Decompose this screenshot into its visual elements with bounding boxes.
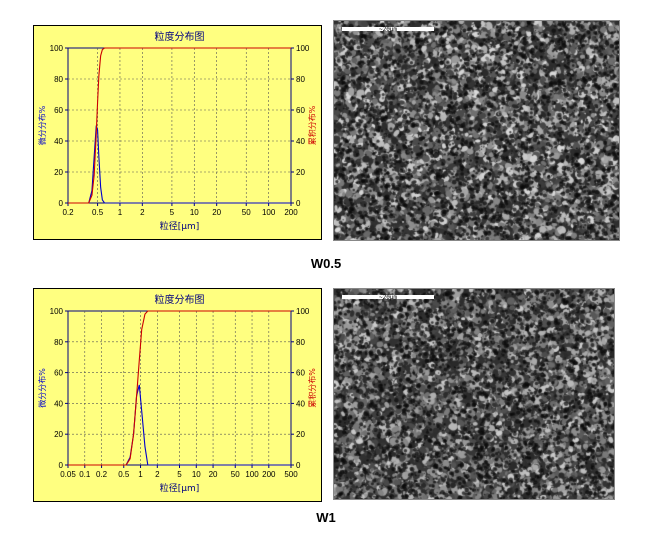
caption-w05: W0.5	[310, 256, 342, 271]
plot-area	[67, 47, 292, 204]
y-tick-label-left: 100	[50, 44, 64, 53]
x-tick-label: 0.05	[60, 470, 76, 479]
y-tick-label-left: 100	[50, 307, 64, 316]
x-tick-label: 0.5	[118, 470, 130, 479]
x-tick-label: 10	[192, 470, 201, 479]
x-tick-label: 100	[245, 470, 259, 479]
y-tick-label-right: 0	[296, 461, 301, 470]
x-tick-label: 2	[155, 470, 160, 479]
x-tick-label: 0.1	[79, 470, 91, 479]
chart-title: 粒度分布图	[155, 30, 205, 43]
x-tick-label: 5	[170, 208, 175, 217]
x-tick-label: 2	[140, 208, 145, 217]
scale-bar-label: ~20µm	[378, 26, 398, 33]
x-tick-label: 1	[138, 470, 143, 479]
x-tick-label: 200	[284, 208, 298, 217]
sem-image-w05: ~20µm	[333, 20, 620, 241]
x-axis-label: 粒径[µm]	[160, 482, 200, 494]
y-tick-label-left: 80	[54, 338, 63, 347]
x-tick-label: 0.2	[96, 470, 108, 479]
y-tick-label-right: 60	[296, 106, 305, 115]
cumulative-distribution-line	[68, 47, 291, 204]
y-tick-label-left: 20	[54, 430, 63, 439]
x-tick-label: 50	[231, 470, 240, 479]
x-tick-label: 5	[177, 470, 182, 479]
y-tick-label-left: 40	[54, 137, 63, 146]
y-tick-label-left: 0	[59, 199, 64, 208]
scale-bar-label: ~20µm	[378, 294, 398, 301]
y-tick-label-left: 60	[54, 369, 63, 378]
y-axis-label-left: 微分分布%	[37, 105, 47, 145]
y-tick-label-left: 0	[59, 461, 64, 470]
y-tick-label-left: 60	[54, 106, 63, 115]
y-tick-label-right: 0	[296, 199, 301, 208]
x-tick-label: 10	[190, 208, 199, 217]
x-tick-label: 500	[284, 470, 298, 479]
y-axis-label-left: 微分分布%	[37, 368, 47, 408]
x-tick-label: 0.2	[62, 208, 74, 217]
y-tick-label-right: 100	[296, 44, 310, 53]
y-tick-label-right: 20	[296, 168, 305, 177]
y-tick-label-left: 40	[54, 399, 63, 408]
sem-image-w1: ~20µm	[333, 288, 615, 500]
y-tick-label-right: 60	[296, 369, 305, 378]
y-tick-label-right: 80	[296, 338, 305, 347]
x-axis-label: 粒径[µm]	[160, 220, 200, 232]
psd-chart-w1: 粒度分布图 0 0 20 20 40 40 60 60 80 80 100 100 0.05 0.1 0.2 0…	[33, 288, 322, 502]
y-tick-label-right: 80	[296, 75, 305, 84]
caption-w1: W1	[316, 510, 336, 525]
scale-bar	[342, 295, 434, 299]
y-tick-label-right: 40	[296, 137, 305, 146]
y-tick-label-right: 100	[296, 307, 310, 316]
psd-chart-svg: 粒度分布图 0 0 20 20 40 40 60 60 80 80 100 100 0.2 0.5 1 2 5 10…	[37, 30, 317, 232]
x-tick-label: 20	[209, 470, 218, 479]
y-tick-label-left: 20	[54, 168, 63, 177]
scale-bar	[342, 27, 434, 31]
cumulative-distribution-line	[68, 310, 291, 466]
chart-title: 粒度分布图	[155, 293, 205, 306]
sem-micrograph	[334, 289, 614, 499]
x-tick-label: 100	[262, 208, 276, 217]
sem-micrograph	[334, 21, 619, 240]
x-tick-label: 1	[118, 208, 123, 217]
psd-chart-svg: 粒度分布图 0 0 20 20 40 40 60 60 80 80 100 100 0.05 0.1 0.2 0…	[37, 293, 317, 494]
y-axis-label-right: 累积分布%	[307, 105, 317, 145]
x-tick-label: 50	[242, 208, 251, 217]
y-tick-label-right: 20	[296, 430, 305, 439]
psd-chart-w05: 粒度分布图 0 0 20 20 40 40 60 60 80 80 100 100 0.2 0.5 1 2 5 10…	[33, 25, 322, 240]
y-tick-label-left: 80	[54, 75, 63, 84]
x-tick-label: 20	[212, 208, 221, 217]
x-tick-label: 200	[262, 470, 276, 479]
differential-distribution-line	[68, 125, 291, 204]
y-tick-label-right: 40	[296, 399, 305, 408]
y-axis-label-right: 累积分布%	[307, 368, 317, 408]
x-tick-label: 0.5	[92, 208, 104, 217]
